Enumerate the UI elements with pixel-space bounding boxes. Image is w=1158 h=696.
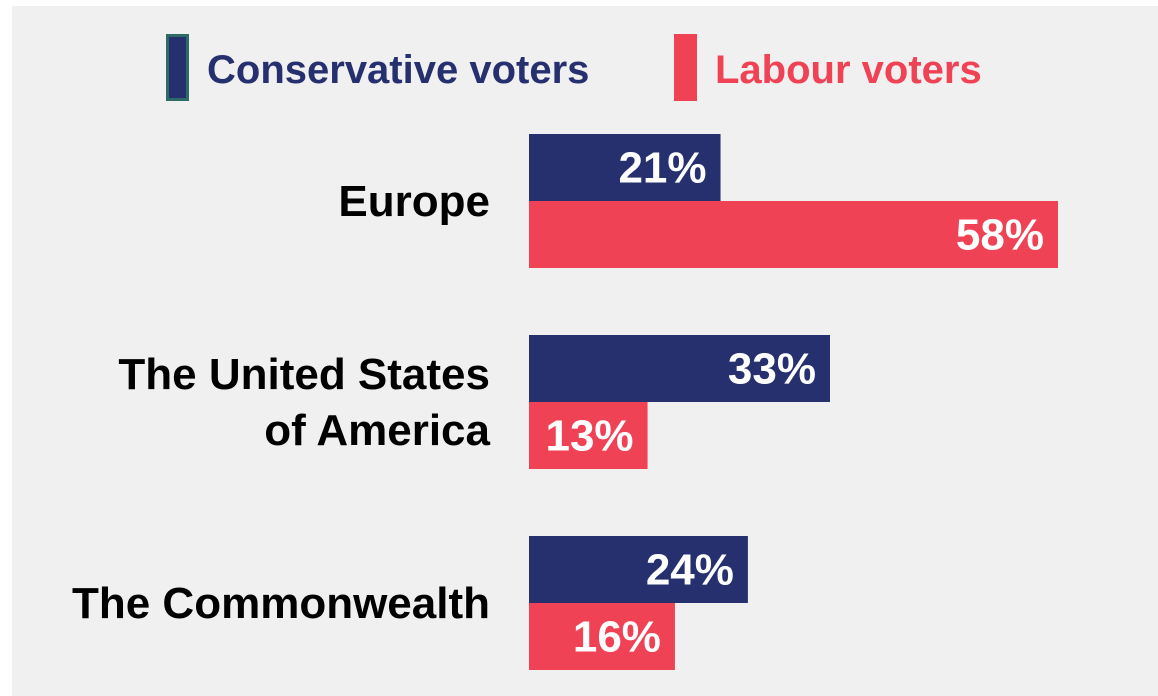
bar-value-label: 21%: [618, 144, 706, 193]
legend-swatch-conservative: [166, 34, 189, 101]
bar-value-label: 58%: [956, 211, 1044, 260]
bar-value-label: 16%: [573, 613, 661, 662]
bar-labour: [529, 603, 675, 670]
legend-swatch-labour: [674, 34, 697, 101]
bar-conservative: [529, 335, 830, 402]
bar-labour: [529, 201, 1058, 268]
bar-conservative: [529, 536, 748, 603]
category-label: The Commonwealth: [72, 579, 490, 628]
bar-value-label: 24%: [646, 546, 734, 595]
bar-value-label: 13%: [545, 412, 633, 461]
category-label: The United States of America: [118, 350, 490, 455]
bar-value-label: 33%: [728, 345, 816, 394]
legend-label-conservative: Conservative voters: [207, 48, 590, 92]
legend-label-labour: Labour voters: [715, 48, 982, 92]
bar-labour: [529, 402, 648, 469]
category-label: Europe: [338, 177, 490, 226]
bar-conservative: [529, 134, 721, 201]
